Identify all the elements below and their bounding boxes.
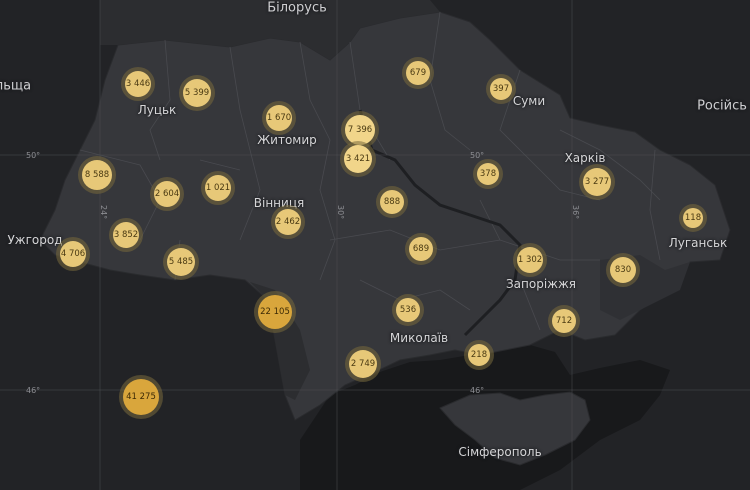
cluster-marker[interactable]: 5 399 xyxy=(179,75,215,111)
cluster-marker[interactable]: 2 604 xyxy=(150,177,184,211)
cluster-marker[interactable]: 712 xyxy=(548,305,580,337)
cluster-value: 689 xyxy=(409,237,433,261)
cluster-marker[interactable]: 397 xyxy=(486,74,516,104)
lon-30: 30° xyxy=(336,205,345,220)
cluster-marker[interactable]: 536 xyxy=(392,294,424,326)
cluster-marker[interactable]: 118 xyxy=(679,204,707,232)
country-label-russia: Російсь xyxy=(697,98,747,114)
city-label-mykolaiv: Миколаїв xyxy=(389,331,449,345)
dnipro-river xyxy=(358,109,522,337)
city-label-lutsk: Луцьк xyxy=(137,103,177,117)
oblast-borders xyxy=(79,11,661,331)
city-label-uzhhorod: Ужгород xyxy=(7,233,63,247)
country-label-belarus: Білорусь xyxy=(267,0,327,16)
cluster-value: 2 462 xyxy=(275,209,301,235)
crimea-territory xyxy=(439,391,591,466)
cluster-marker[interactable]: 830 xyxy=(606,253,640,287)
cluster-value: 8 588 xyxy=(82,160,112,190)
cluster-marker[interactable]: 4 706 xyxy=(56,237,90,271)
cluster-marker[interactable]: 218 xyxy=(464,340,494,370)
cluster-value: 1 021 xyxy=(205,175,231,201)
cluster-value: 2 604 xyxy=(154,181,180,207)
city-label-luhansk: Луганськ xyxy=(668,236,728,250)
lat-50-left: 50° xyxy=(26,151,41,160)
cluster-value: 3 277 xyxy=(583,168,611,196)
moldova-territory xyxy=(250,282,310,400)
cluster-marker[interactable]: 8 588 xyxy=(78,156,116,194)
cluster-value: 888 xyxy=(380,190,404,214)
lon-24: 24° xyxy=(99,205,108,220)
cluster-marker[interactable]: 41 275 xyxy=(119,375,163,419)
cluster-marker[interactable]: 1 302 xyxy=(513,243,547,277)
cluster-value: 7 396 xyxy=(345,115,375,145)
cluster-value: 830 xyxy=(610,257,636,283)
cluster-value: 41 275 xyxy=(123,379,159,415)
lat-46-mid: 46° xyxy=(470,386,485,395)
cluster-marker[interactable]: 1 021 xyxy=(201,171,235,205)
cluster-marker[interactable]: 3 852 xyxy=(109,218,143,252)
cluster-value: 679 xyxy=(406,61,430,85)
cluster-value: 712 xyxy=(552,309,576,333)
cluster-value: 5 485 xyxy=(167,248,195,276)
cluster-value: 378 xyxy=(477,163,499,185)
city-label-zhytomyr: Житомир xyxy=(257,133,317,147)
city-label-kharkiv: Харків xyxy=(564,151,606,165)
cluster-marker[interactable]: 888 xyxy=(376,186,408,218)
cluster-value: 3 421 xyxy=(344,145,372,173)
cluster-value: 22 105 xyxy=(258,295,292,329)
belarus-territory xyxy=(100,0,440,60)
cluster-value: 4 706 xyxy=(60,241,86,267)
cluster-marker[interactable]: 3 277 xyxy=(579,164,615,200)
cluster-value: 218 xyxy=(468,344,490,366)
cluster-marker[interactable]: 3 446 xyxy=(121,67,155,101)
cluster-marker[interactable]: 679 xyxy=(402,57,434,89)
cluster-marker[interactable]: 3 421 xyxy=(340,141,376,177)
lon-36: 36° xyxy=(571,205,580,220)
cluster-value: 3 446 xyxy=(125,71,151,97)
cluster-value: 3 852 xyxy=(113,222,139,248)
cluster-value: 1 670 xyxy=(266,105,292,131)
lat-46-left: 46° xyxy=(26,386,41,395)
city-label-sumy: Суми xyxy=(512,94,546,108)
city-label-simferopol: Сімферополь xyxy=(458,445,542,459)
cluster-value: 397 xyxy=(490,78,512,100)
cluster-value: 2 749 xyxy=(349,350,377,378)
cluster-marker[interactable]: 5 485 xyxy=(163,244,199,280)
cluster-marker[interactable]: 2 749 xyxy=(345,346,381,382)
cluster-marker[interactable]: 22 105 xyxy=(254,291,296,333)
country-label-poland: льща xyxy=(0,78,32,94)
cluster-value: 118 xyxy=(683,208,703,228)
cluster-marker[interactable]: 2 462 xyxy=(271,205,305,239)
cluster-marker[interactable]: 1 670 xyxy=(262,101,296,135)
city-label-zaporizhzhia: Запоріжжя xyxy=(505,277,577,291)
cluster-value: 1 302 xyxy=(517,247,543,273)
cluster-marker[interactable]: 689 xyxy=(405,233,437,265)
cluster-marker[interactable]: 7 396 xyxy=(341,111,379,149)
cluster-marker[interactable]: 378 xyxy=(473,159,503,189)
lat-50-mid: 50° xyxy=(470,151,485,160)
cluster-value: 5 399 xyxy=(183,79,211,107)
cluster-value: 536 xyxy=(396,298,420,322)
